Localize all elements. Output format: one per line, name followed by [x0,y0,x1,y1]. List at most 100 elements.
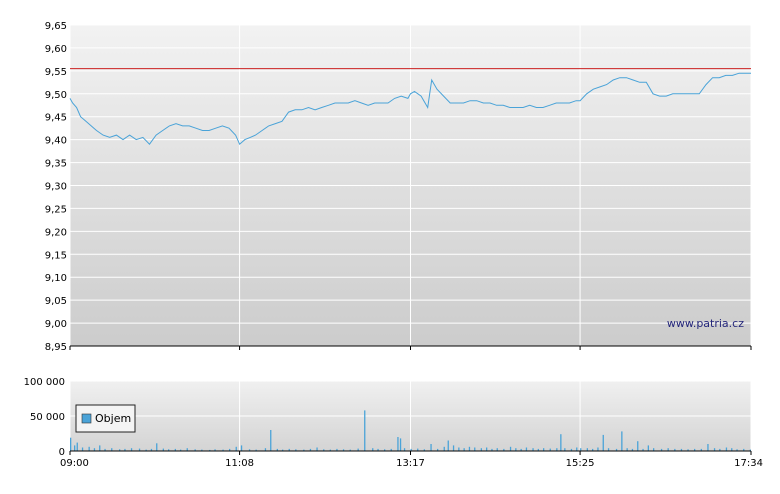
volume-bar [674,448,676,451]
price-y-tick-label: 9,10 [45,273,67,284]
volume-bar [357,448,359,451]
volume-bar [323,449,325,452]
price-y-tick-label: 8,95 [45,342,67,353]
price-y-tick-label: 9,60 [45,44,67,55]
volume-bar [399,438,402,451]
volume-bar [74,445,76,451]
volume-bar [743,448,745,451]
price-series-line [69,72,751,146]
volume-bar [397,437,399,451]
volume-bar [342,449,345,452]
volume-bar [626,448,628,451]
price-y-tick-labels: 9,65 9,60 9,55 9,50 9,45 9,40 9,35 9,30 9,25 9,20… [45,21,67,353]
x-axis-time-label: 11:08 [225,458,254,469]
price-vertical-grid [69,25,752,346]
price-y-tick-label: 9,65 [45,21,67,32]
volume-bar [537,448,539,451]
volume-y-tick-label: 0 [59,447,65,458]
volume-bar [520,448,522,451]
volume-bar [81,447,84,451]
volume-bar [503,448,505,451]
price-y-tick-label: 9,45 [45,113,67,124]
price-y-tick-label: 9,00 [45,319,67,330]
x-axis-time-label: 13:17 [396,458,425,469]
volume-bar [162,448,164,451]
volume-bar [264,448,267,451]
volume-bar [138,448,141,451]
volume-bar [491,448,493,451]
volume-bar [642,448,644,451]
volume-bar [749,449,751,451]
volume-y-tick-label: 100 000 [24,377,65,388]
volume-bar [564,448,566,451]
volume-bar [430,444,432,451]
volume-bar [390,448,392,451]
volume-bar [194,449,196,452]
x-axis-time-labels: 09:00 11:08 13:17 15:25 17:34 [60,458,763,469]
volume-bar [180,449,182,451]
volume-bar [270,430,272,451]
volume-bar [222,449,224,451]
volume-bar [631,448,634,451]
volume-bar [509,446,512,451]
volume-bar [70,437,72,451]
volume-bar [248,449,251,452]
volume-bar [336,448,338,451]
volume-bar [580,448,582,451]
volume-y-tick-labels: 100 000 50 000 0 [24,377,65,458]
volume-bar [349,449,351,451]
volume-bar [201,449,203,451]
volume-bars [70,410,751,452]
volume-bar [76,442,78,451]
volume-bar [532,448,534,451]
volume-bar [480,448,482,451]
volume-bar [384,449,386,452]
volume-bar [713,448,716,451]
volume-bar [700,448,702,451]
volume-bar [410,448,412,451]
volume-bar [150,448,153,451]
price-y-tick-label: 9,05 [45,296,67,307]
watermark-text: www.patria.cz [667,317,744,330]
volume-bar [309,448,312,451]
price-y-tick-label: 9,55 [45,67,67,78]
volume-bar [214,449,216,452]
volume-bar [486,447,488,451]
volume-bar [694,448,696,451]
volume-bar [276,448,278,451]
volume-bar [229,448,231,451]
volume-bar [463,448,465,451]
volume-bar [653,448,655,451]
volume-bar [592,448,594,451]
volume-bar [570,448,573,451]
volume-bar [731,448,733,451]
volume-bar [377,448,379,451]
volume-legend: Objem [75,404,136,433]
volume-bar [282,449,284,451]
volume-bar [447,440,449,451]
volume-bar [104,448,106,451]
volume-bar [288,448,290,451]
volume-bar [130,448,133,451]
volume-bar [719,448,721,451]
volume-bar [607,448,610,451]
price-y-tick-label: 9,20 [45,227,67,238]
volume-bar [403,448,406,451]
x-axis-time-label: 09:00 [60,458,89,469]
volume-bar [515,448,517,451]
volume-bar [687,449,689,452]
volume-x-ticks [69,451,752,455]
volume-bar [303,449,305,451]
volume-bar [468,446,471,451]
volume-bar [707,444,709,451]
price-y-tick-label: 9,15 [45,250,67,261]
x-axis-time-label: 17:34 [734,458,763,469]
volume-bar [119,449,121,452]
volume-bar [637,441,639,451]
volume-bar [240,445,243,451]
volume-bar [174,448,176,451]
volume-bar [423,449,425,452]
volume-bar [496,448,498,451]
